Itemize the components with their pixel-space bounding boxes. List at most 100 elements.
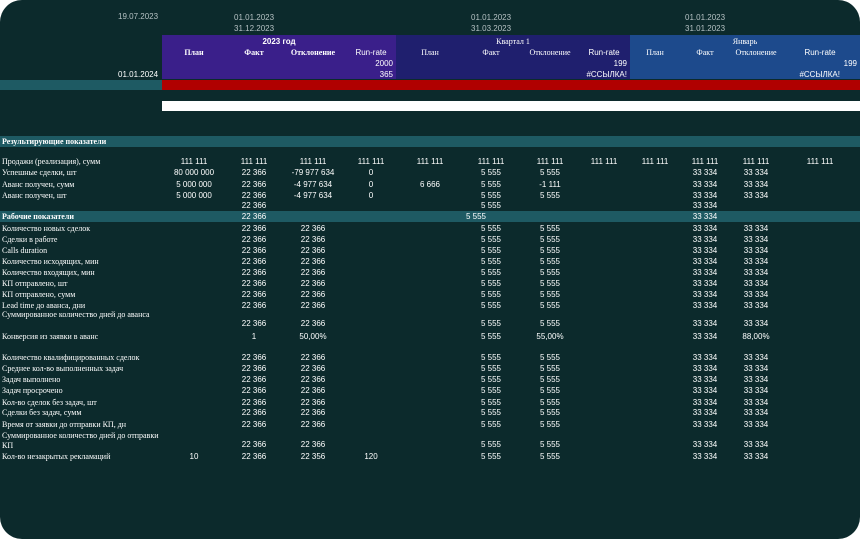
table-cell[interactable]: 22 366 (300, 224, 326, 233)
table-cell[interactable]: 22 366 (241, 224, 267, 233)
table-cell[interactable]: 33 334 (743, 191, 769, 200)
table-cell[interactable]: 22 366 (241, 168, 267, 177)
table-cell[interactable]: 111 111 (357, 157, 385, 166)
table-cell[interactable]: 22 366 (241, 420, 267, 429)
table-cell[interactable]: 5 555 (480, 290, 502, 299)
table-cell[interactable]: 111 111 (742, 157, 770, 166)
table-cell[interactable]: 5 555 (480, 398, 502, 407)
table-cell[interactable]: 5 000 000 (176, 191, 212, 200)
table-cell[interactable]: 5 000 000 (176, 180, 212, 189)
table-cell[interactable]: 22 366 (300, 440, 326, 449)
table-cell[interactable]: 33 334 (743, 279, 769, 288)
table-cell[interactable]: 22 366 (300, 301, 326, 310)
table-cell[interactable]: 22 366 (241, 235, 267, 244)
table-cell[interactable]: 33 334 (692, 168, 718, 177)
table-cell[interactable]: 33 334 (692, 353, 718, 362)
table-cell[interactable]: 111 111 (240, 157, 268, 166)
table-cell[interactable]: 22 366 (300, 279, 326, 288)
table-cell[interactable]: 5 555 (539, 246, 561, 255)
table-cell[interactable]: 5 555 (539, 353, 561, 362)
table-cell[interactable]: 22 366 (241, 180, 267, 189)
table-cell[interactable]: 5 555 (480, 191, 502, 200)
table-cell[interactable]: 33 334 (692, 332, 718, 341)
table-cell[interactable]: 33 334 (743, 319, 769, 328)
table-cell[interactable]: 22 356 (300, 452, 326, 461)
table-cell[interactable]: 111 111 (416, 157, 444, 166)
table-cell[interactable]: 5 555 (539, 235, 561, 244)
table-cell[interactable]: 5 555 (480, 332, 502, 341)
table-cell[interactable]: 5 555 (539, 168, 561, 177)
table-cell[interactable]: 33 334 (743, 290, 769, 299)
table-cell[interactable]: 33 334 (743, 257, 769, 266)
table-cell[interactable]: 5 555 (480, 408, 502, 417)
table-cell[interactable]: 5 555 (480, 375, 502, 384)
table-cell[interactable]: 33 334 (743, 386, 769, 395)
table-cell[interactable]: 5 555 (539, 440, 561, 449)
table-cell[interactable]: 22 366 (241, 353, 267, 362)
table-cell[interactable]: 22 366 (241, 375, 267, 384)
table-cell[interactable]: 33 334 (743, 180, 769, 189)
table-cell[interactable]: 22 366 (241, 452, 267, 461)
table-cell[interactable]: 33 334 (692, 420, 718, 429)
table-cell[interactable]: 80 000 000 (173, 168, 215, 177)
table-cell[interactable]: 33 334 (743, 452, 769, 461)
table-cell[interactable]: 5 555 (539, 375, 561, 384)
table-cell[interactable]: 33 334 (743, 440, 769, 449)
table-cell[interactable]: 5 555 (480, 246, 502, 255)
table-cell[interactable]: 55,00% (536, 332, 564, 341)
table-cell[interactable]: 5 555 (539, 191, 561, 200)
table-cell[interactable]: 33 334 (692, 319, 718, 328)
table-cell[interactable]: 22 366 (300, 246, 326, 255)
table-cell[interactable]: 5 555 (480, 279, 502, 288)
table-cell[interactable]: 5 555 (480, 168, 502, 177)
table-cell[interactable]: 1 (251, 332, 257, 341)
table-cell[interactable]: 33 334 (743, 420, 769, 429)
table-cell[interactable]: 33 334 (743, 235, 769, 244)
table-cell[interactable]: 111 111 (806, 157, 834, 166)
table-cell[interactable]: 5 555 (480, 364, 502, 373)
table-cell[interactable]: 5 555 (539, 364, 561, 373)
table-cell[interactable]: 111 111 (641, 157, 669, 166)
table-cell[interactable]: 5 555 (480, 319, 502, 328)
table-cell[interactable]: 22 366 (300, 268, 326, 277)
table-cell[interactable]: 22 366 (241, 201, 267, 210)
table-cell[interactable]: 5 555 (480, 268, 502, 277)
table-cell[interactable]: -4 977 634 (293, 191, 333, 200)
table-cell[interactable]: 33 334 (743, 364, 769, 373)
table-cell[interactable]: 5 555 (539, 224, 561, 233)
table-cell[interactable]: 22 366 (241, 257, 267, 266)
table-cell[interactable]: 22 366 (300, 375, 326, 384)
table-cell[interactable]: 33 334 (743, 224, 769, 233)
table-cell[interactable]: 22 366 (241, 301, 267, 310)
table-cell[interactable]: 5 555 (480, 386, 502, 395)
table-cell[interactable]: 5 555 (539, 257, 561, 266)
table-cell[interactable]: 22 366 (300, 408, 326, 417)
table-cell[interactable]: 22 366 (241, 398, 267, 407)
table-cell[interactable]: 5 555 (480, 353, 502, 362)
table-cell[interactable]: 33 334 (692, 201, 718, 210)
table-cell[interactable]: -1 111 (539, 180, 561, 189)
table-cell[interactable]: 5 555 (480, 452, 502, 461)
table-cell[interactable]: -4 977 634 (293, 180, 333, 189)
table-cell[interactable]: 33 334 (743, 301, 769, 310)
table-cell[interactable]: 33 334 (692, 375, 718, 384)
table-cell[interactable]: 33 334 (692, 191, 718, 200)
table-cell[interactable]: 111 111 (691, 157, 719, 166)
table-cell[interactable]: 5 555 (480, 301, 502, 310)
table-cell[interactable]: 50,00% (299, 332, 327, 341)
table-cell[interactable]: 111 111 (536, 157, 564, 166)
table-cell[interactable]: 22 366 (300, 319, 326, 328)
table-cell[interactable]: 33 334 (743, 268, 769, 277)
table-cell[interactable]: 111 111 (180, 157, 208, 166)
table-cell[interactable]: 33 334 (743, 408, 769, 417)
table-cell[interactable]: 5 555 (539, 452, 561, 461)
table-cell[interactable]: 5 555 (539, 279, 561, 288)
table-cell[interactable]: 33 334 (692, 180, 718, 189)
table-cell[interactable]: 5 555 (539, 408, 561, 417)
table-cell[interactable]: 111 111 (299, 157, 327, 166)
table-cell[interactable]: 5 555 (480, 257, 502, 266)
table-cell[interactable]: 33 334 (743, 398, 769, 407)
table-cell[interactable]: 10 (189, 452, 199, 461)
table-cell[interactable]: 22 366 (300, 386, 326, 395)
table-cell[interactable]: 22 366 (300, 364, 326, 373)
